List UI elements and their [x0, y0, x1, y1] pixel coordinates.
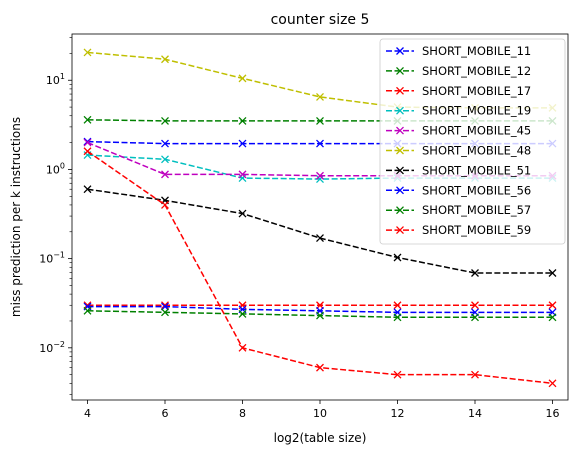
- data-point: [471, 269, 479, 277]
- legend-entry: SHORT_MOBILE_59: [386, 223, 531, 237]
- data-point: [83, 306, 92, 315]
- data-point: [471, 301, 479, 310]
- data-point: [161, 200, 169, 209]
- data-point: [471, 370, 479, 379]
- data-point: [548, 301, 557, 310]
- data-point: [161, 155, 169, 164]
- data-point: [161, 55, 169, 64]
- data-point: [238, 174, 247, 183]
- series-6: [83, 185, 557, 277]
- series-9: [83, 147, 557, 388]
- legend-marker: [396, 186, 404, 195]
- x-tick-label: 16: [546, 407, 560, 420]
- legend: SHORT_MOBILE_11 SHORT_MOBILE_12 SHORT_MOBI…: [379, 38, 566, 245]
- legend-marker: [396, 47, 404, 55]
- legend-marker: [396, 226, 404, 235]
- legend-entry: SHORT_MOBILE_11: [386, 44, 531, 58]
- data-point: [393, 370, 402, 379]
- data-point: [316, 234, 324, 243]
- legend-entry: SHORT_MOBILE_12: [386, 64, 531, 78]
- data-point: [161, 170, 169, 179]
- data-point: [238, 309, 247, 318]
- y-tick-label: 100: [46, 161, 65, 176]
- data-point: [316, 116, 324, 125]
- legend-entry: SHORT_MOBILE_48: [386, 144, 531, 158]
- x-tick-label: 14: [468, 407, 482, 420]
- data-point: [548, 313, 557, 322]
- data-point: [83, 48, 92, 57]
- data-point: [471, 313, 479, 322]
- legend-marker: [396, 66, 404, 75]
- data-point: [393, 313, 402, 322]
- legend-label: SHORT_MOBILE_19: [422, 104, 531, 118]
- data-point: [393, 301, 402, 310]
- y-axis-label: miss prediction per k instructions: [9, 117, 23, 317]
- axes-layer: 4 6 8 10 12 14 16 10−2 10−1 100 101: [39, 33, 569, 420]
- x-tick-label: 6: [162, 407, 169, 420]
- data-point: [316, 311, 324, 320]
- legend-label: SHORT_MOBILE_56: [422, 183, 531, 197]
- legend-label: SHORT_MOBILE_11: [422, 44, 531, 58]
- legend-label: SHORT_MOBILE_17: [422, 84, 531, 98]
- x-tick-label: 8: [239, 407, 246, 420]
- data-point: [548, 379, 557, 388]
- data-point: [161, 302, 169, 311]
- legend-marker: [396, 166, 404, 175]
- legend-label: SHORT_MOBILE_48: [422, 144, 531, 158]
- legend-label: SHORT_MOBILE_57: [422, 203, 531, 217]
- data-point: [83, 185, 92, 194]
- data-point: [161, 308, 169, 317]
- data-point: [548, 269, 557, 277]
- data-point: [238, 116, 247, 125]
- legend-label: SHORT_MOBILE_51: [422, 163, 531, 177]
- x-tick-label: 4: [84, 407, 91, 420]
- data-point: [238, 170, 247, 179]
- legend-entry: SHORT_MOBILE_51: [386, 163, 531, 177]
- legend-entry: SHORT_MOBILE_17: [386, 84, 531, 98]
- legend-marker: [396, 206, 404, 215]
- y-tick-label: 10−2: [39, 340, 65, 355]
- series-8: [83, 306, 557, 322]
- x-axis-label: log2(table size): [274, 431, 367, 445]
- data-point: [316, 92, 324, 101]
- y-tick-label: 101: [46, 72, 65, 87]
- legend-label: SHORT_MOBILE_59: [422, 223, 531, 237]
- data-point: [238, 139, 247, 148]
- data-point: [316, 171, 324, 180]
- legend-marker: [396, 126, 404, 135]
- data-point: [161, 139, 169, 148]
- data-point: [161, 116, 169, 125]
- data-point: [238, 343, 247, 352]
- data-point: [83, 138, 92, 147]
- legend-entry: SHORT_MOBILE_19: [386, 104, 531, 118]
- legend-marker: [396, 146, 404, 155]
- legend-entry: SHORT_MOBILE_56: [386, 183, 531, 197]
- legend-frame: [379, 38, 566, 245]
- legend-marker: [396, 106, 404, 115]
- data-point: [83, 147, 92, 156]
- y-tick-label: 10−1: [39, 251, 65, 266]
- legend-entry: SHORT_MOBILE_57: [386, 203, 531, 217]
- data-point: [238, 74, 247, 83]
- x-tick-label: 12: [391, 407, 405, 420]
- legend-label: SHORT_MOBILE_12: [422, 64, 531, 78]
- legend-marker: [396, 86, 404, 95]
- chart-title: counter size 5: [271, 12, 370, 28]
- data-point: [316, 175, 324, 184]
- legend-label: SHORT_MOBILE_45: [422, 124, 531, 138]
- data-point: [393, 253, 402, 262]
- data-point: [83, 115, 92, 124]
- data-point: [316, 139, 324, 148]
- data-point: [316, 363, 324, 372]
- series-2: [83, 301, 557, 310]
- legend-entry: SHORT_MOBILE_45: [386, 124, 531, 138]
- data-point: [161, 301, 169, 310]
- x-tick-label: 10: [313, 407, 327, 420]
- data-point: [238, 209, 247, 218]
